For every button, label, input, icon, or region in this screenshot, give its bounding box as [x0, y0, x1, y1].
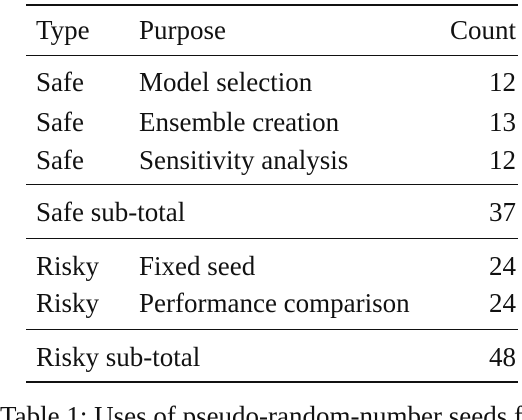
row-count: 12: [489, 67, 516, 97]
row-type: Safe: [36, 145, 84, 175]
row-purpose: Model selection: [139, 67, 313, 97]
risky-subtotal-row: Risky sub-total 48: [26, 337, 518, 377]
risky-subtotal-count: 48: [489, 342, 516, 372]
risky-group-rule: [26, 238, 518, 239]
risky-subtotal-label: Risky sub-total: [36, 342, 201, 372]
row-type: Risky: [36, 288, 100, 318]
table-row: Safe Sensitivity analysis 12: [26, 140, 518, 180]
table-caption: Table 1: Uses of pseudo-random-number se…: [0, 384, 522, 420]
header-rule: [26, 55, 518, 56]
safe-subtotal-count: 37: [489, 197, 516, 227]
header-type: Type: [36, 15, 90, 45]
header-purpose: Purpose: [139, 15, 226, 45]
table-row: Risky Fixed seed 24: [26, 246, 518, 286]
table-row: Safe Model selection 12: [26, 62, 518, 102]
row-type: Safe: [36, 67, 84, 97]
row-count: 13: [489, 107, 516, 137]
safe-subtotal-row: Safe sub-total 37: [26, 192, 518, 232]
table-row: Safe Ensemble creation 13: [26, 102, 518, 142]
bottom-rule: [26, 381, 518, 383]
table-row: Risky Performance comparison 24: [26, 283, 518, 323]
safe-subtotal-rule: [26, 184, 518, 185]
top-rule: [26, 4, 518, 6]
caption-text: Table 1: Uses of pseudo-random-number se…: [0, 401, 522, 420]
row-purpose: Ensemble creation: [139, 107, 340, 137]
row-purpose: Sensitivity analysis: [139, 145, 349, 175]
safe-subtotal-label: Safe sub-total: [36, 197, 186, 227]
header-row: Type Purpose Count: [26, 10, 518, 50]
row-type: Safe: [36, 107, 84, 137]
row-count: 24: [489, 288, 516, 318]
row-purpose: Performance comparison: [139, 288, 410, 318]
row-purpose: Fixed seed: [139, 251, 256, 281]
row-type: Risky: [36, 251, 100, 281]
row-count: 24: [489, 251, 516, 281]
row-count: 12: [489, 145, 516, 175]
risky-subtotal-rule: [26, 329, 518, 330]
header-count: Count: [449, 15, 516, 45]
